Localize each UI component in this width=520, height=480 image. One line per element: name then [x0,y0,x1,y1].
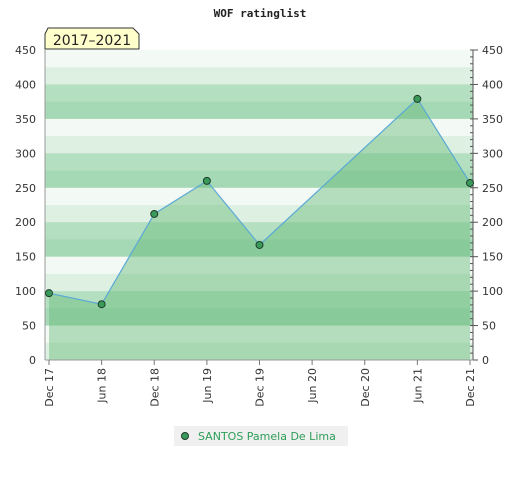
grid-band [45,50,473,68]
grid-band [45,67,473,85]
series-markers [45,94,474,309]
grid-band [45,273,473,292]
y-tick-label-left: 350 [15,113,36,126]
grid-band [45,84,473,103]
data-point[interactable] [45,289,53,298]
y-tick-label-left: 400 [15,78,36,91]
y-tick-label-right: 350 [482,113,503,126]
x-tick-label: Dec 21 [464,368,477,407]
legend[interactable]: SANTOS Pamela De Lima [174,426,348,446]
grid-band [45,256,473,275]
series-area [49,98,470,360]
y-tick-label-right: 200 [482,216,503,229]
x-tick-label: Dec 18 [148,368,161,407]
data-point[interactable] [97,300,106,309]
y-tick-label-left: 250 [15,182,36,195]
x-tick-label: Jun 20 [306,368,319,404]
y-tick-label-left: 150 [15,251,36,264]
y-axis-right: 0 50 100 150 200 250 300 350 400 450 [470,44,503,367]
y-tick-label-left: 100 [15,285,36,298]
y-tick-label-right: 0 [482,354,489,367]
x-tick-label: Jun 21 [411,368,424,404]
grid-band [45,136,473,154]
y-tick-label-left: 0 [29,354,36,367]
x-tick-label: Jun 18 [96,368,109,404]
y-tick-label-left: 300 [15,147,36,160]
x-tick-label: Dec 19 [254,368,267,407]
grid-band [45,118,473,137]
y-axis-left: 0 50 100 150 200 250 300 350 400 450 [15,44,46,367]
chart-title: WOF ratinglist [214,7,307,20]
y-tick-label-right: 450 [482,44,503,57]
y-tick-label-right: 150 [482,251,503,264]
data-point[interactable] [466,178,474,187]
grid-band [45,101,473,120]
grid-band [45,325,473,344]
x-tick-label: Dec 20 [359,368,372,407]
area-layer [49,98,470,360]
y-tick-label-right: 400 [482,78,503,91]
y-tick-label-left: 450 [15,44,36,57]
period-badge-box [44,27,140,50]
y-tick-label-left: 50 [22,320,36,333]
x-tick-label: Jun 19 [201,368,214,404]
grid-band [45,153,473,172]
y-tick-label-right: 250 [482,182,503,195]
data-point[interactable] [150,209,159,218]
grid-band [45,170,473,189]
legend-marker [181,432,189,440]
grid-band [45,222,473,240]
x-tick-label: Dec 17 [43,368,56,407]
y-tick-label-left: 200 [15,216,36,229]
legend-label: SANTOS Pamela De Lima [198,430,336,443]
y-tick-label-right: 100 [482,285,503,298]
x-axis: Dec 17 Jun 18 Dec 18 Jun 19 Dec 19 Jun 20 Dec … [43,359,477,407]
data-point[interactable] [413,94,422,103]
period-badge: 2017–2021 [44,27,140,50]
grid-band [45,342,473,361]
grid-band [45,291,473,309]
grid-band [45,308,473,327]
legend-box [174,426,348,446]
period-badge-text: 2017–2021 [53,33,131,49]
data-point[interactable] [255,240,264,249]
y-tick-label-right: 50 [482,320,496,333]
y-tick-label-right: 300 [482,147,503,160]
background-bands [45,50,473,361]
data-point[interactable] [202,176,211,185]
grid-band [45,187,473,206]
